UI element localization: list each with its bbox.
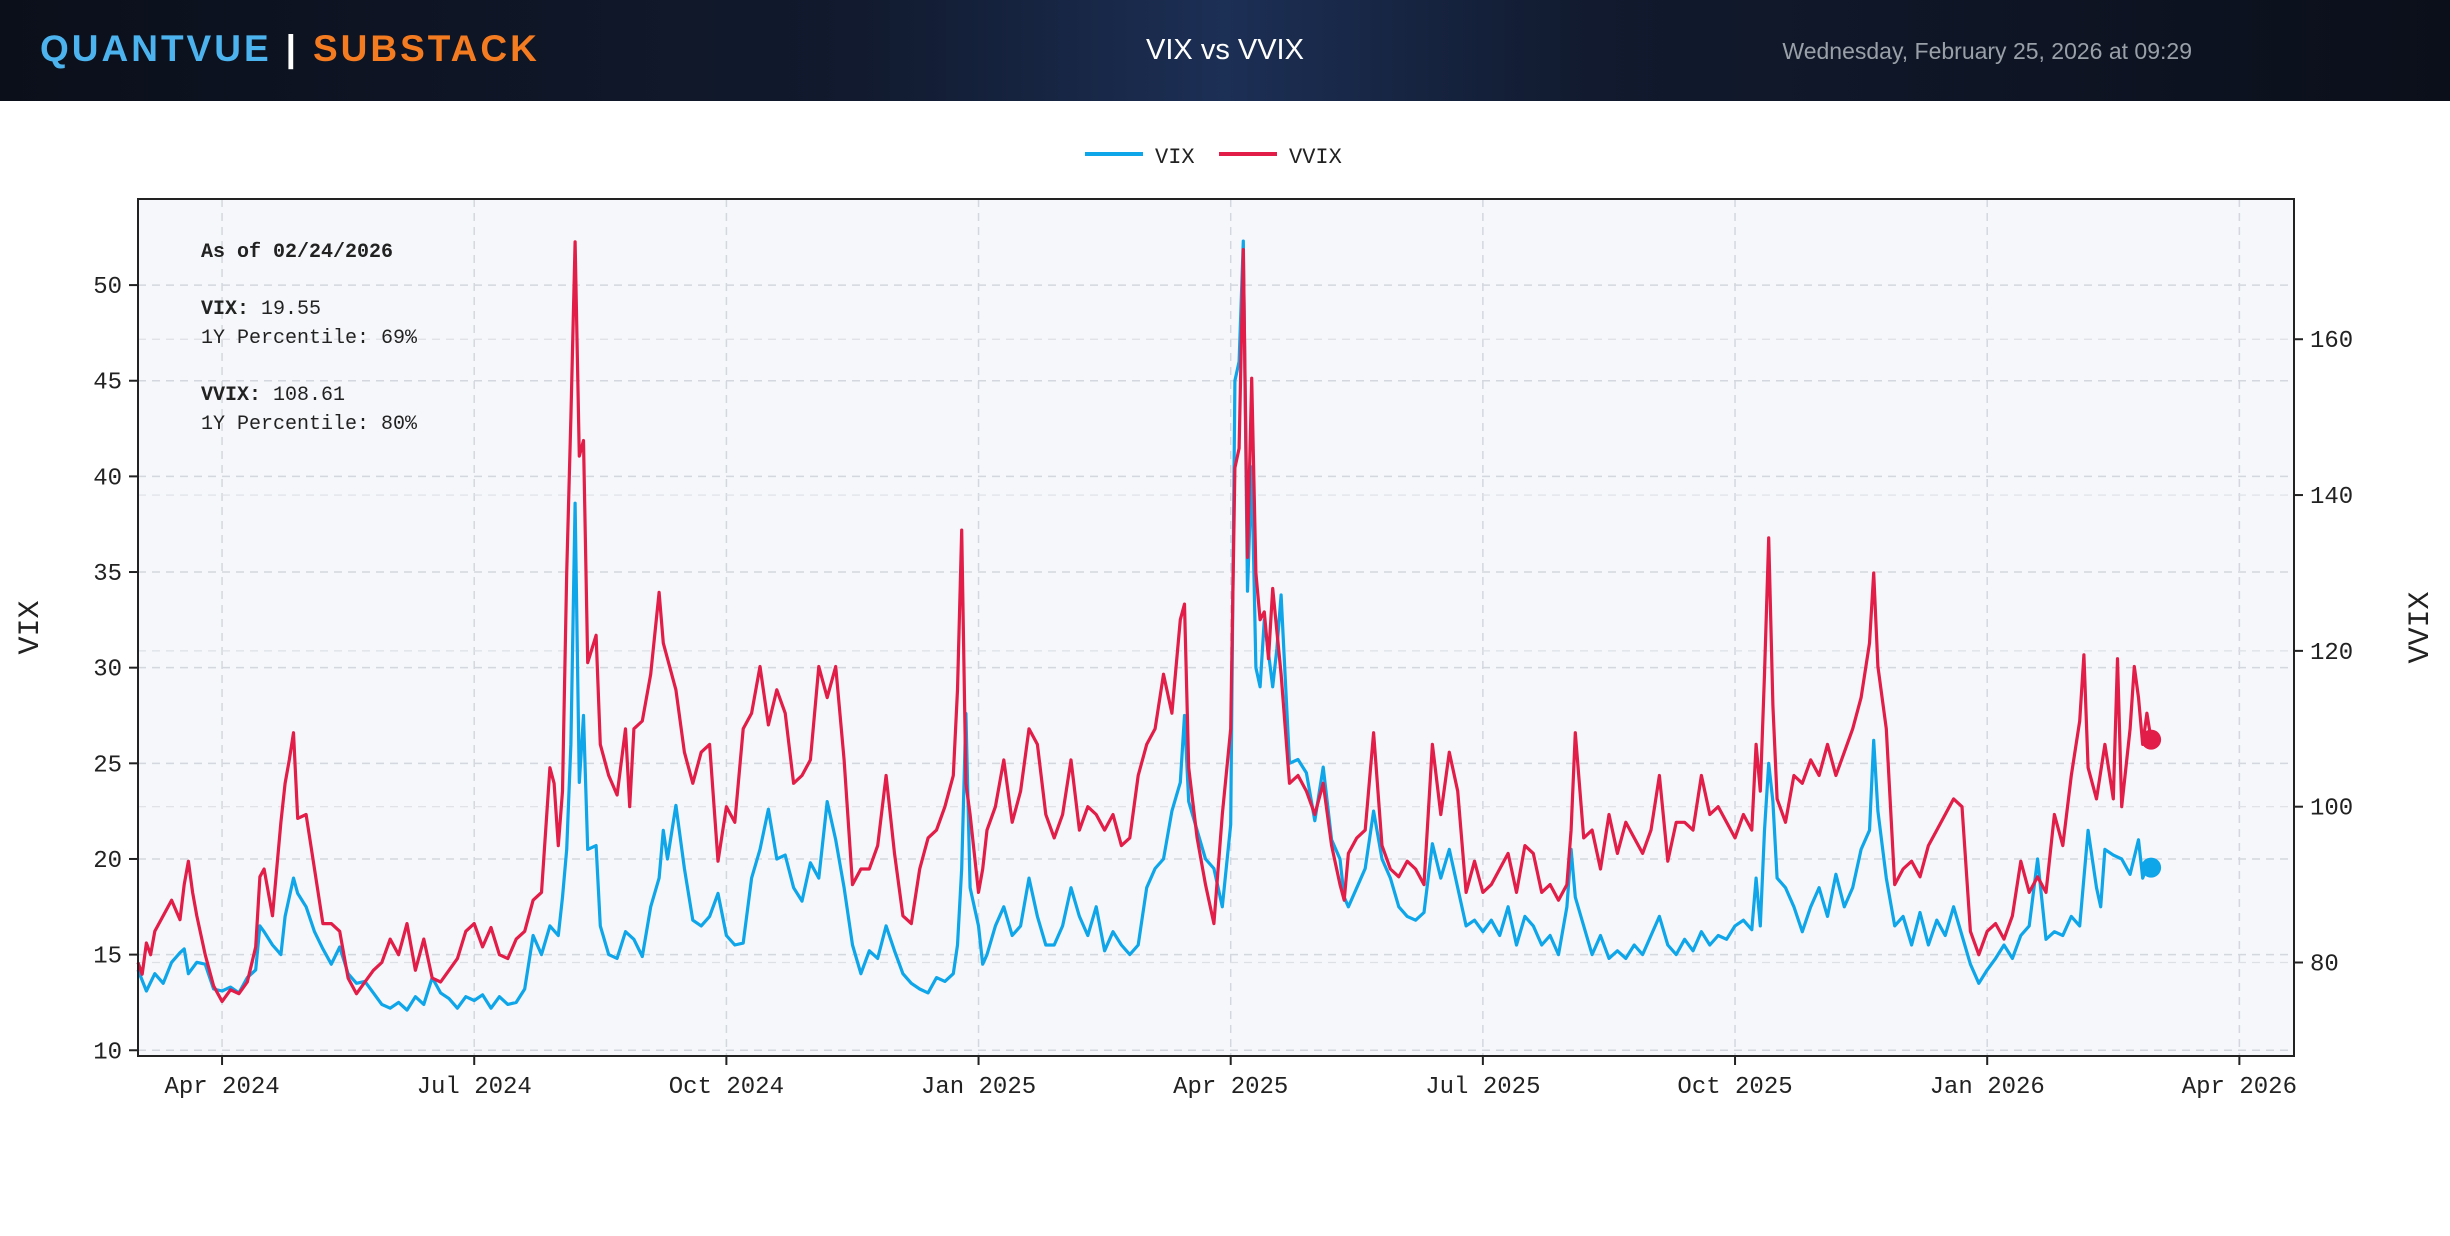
series-line-vix <box>136 239 2152 1012</box>
x-tick-label: Jul 2025 <box>1425 1074 1540 1101</box>
y-tick-label-left: 10 <box>93 1039 122 1066</box>
x-tick-label: Jan 2025 <box>921 1074 1036 1101</box>
x-tick-label: Apr 2024 <box>164 1074 279 1101</box>
y-tick-label-left: 15 <box>93 944 122 971</box>
series-line-vvix <box>136 240 2153 1004</box>
y-tick-label-left: 35 <box>93 561 122 588</box>
y-tick-label-right: 100 <box>2310 796 2353 823</box>
vix-vvix-chart: Apr 2024 Jul 2024 Oct 2024 Jan 2025 Apr 2025… <box>14 145 2438 1101</box>
annotation-vix-value: VIX: 19.55 <box>201 298 321 321</box>
y-tick-label-left: 25 <box>93 752 122 779</box>
y-tick-label-left: 45 <box>93 370 122 397</box>
annotation-vvix-value: VVIX: 108.61 <box>201 384 345 407</box>
legend-label-vix: VIX <box>1155 145 1195 170</box>
x-tick-label: Jan 2026 <box>1930 1074 2045 1101</box>
header-bar: QUANTVUE | SUBSTACK VIX vs VVIX Wednesday,… <box>0 0 2450 101</box>
y-tick-label-right: 160 <box>2310 328 2353 355</box>
x-tick-label: Apr 2025 <box>1173 1074 1288 1101</box>
y-tick-label-left: 50 <box>93 274 122 301</box>
annotation-vvix-percentile: 1Y Percentile: 80% <box>201 413 418 436</box>
x-tick-label: Jul 2024 <box>417 1074 532 1101</box>
annotation-vix-percentile: 1Y Percentile: 69% <box>201 327 418 350</box>
annotation-as-of: As of 02/24/2026 <box>201 241 393 264</box>
chart-title: VIX vs VVIX <box>1146 34 1304 66</box>
plot-frame <box>137 198 2295 1057</box>
datestamp: Wednesday, February 25, 2026 at 09:29 <box>1782 38 2192 64</box>
y-tick-label-left: 30 <box>93 657 122 684</box>
y-axis-label-right: VVIX <box>2404 591 2438 663</box>
y-axis-label-left: VIX <box>14 600 48 654</box>
brand-substack: SUBSTACK <box>312 28 540 69</box>
legend-label-vvix: VVIX <box>1289 145 1342 170</box>
y-tick-label-left: 40 <box>93 465 122 492</box>
x-tick-label: Apr 2026 <box>2182 1074 2297 1101</box>
y-tick-label-right: 80 <box>2310 952 2339 979</box>
brand-separator: | <box>285 28 299 69</box>
brand-logo: QUANTVUE | SUBSTACK <box>40 28 540 70</box>
latest-point-vvix <box>2141 729 2162 750</box>
x-tick-label: Oct 2024 <box>669 1074 784 1101</box>
y-tick-label-right: 140 <box>2310 484 2353 511</box>
y-tick-label-right: 120 <box>2310 640 2353 667</box>
brand-quantvue: QUANTVUE <box>40 28 272 69</box>
x-tick-label: Oct 2025 <box>1677 1074 1792 1101</box>
y-tick-label-left: 20 <box>93 848 122 875</box>
latest-point-vix <box>2141 857 2162 878</box>
